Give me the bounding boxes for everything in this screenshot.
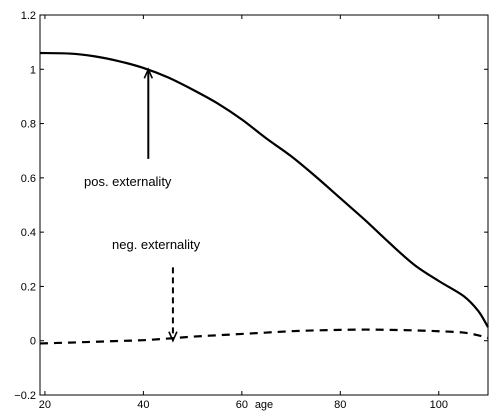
annotation-arrowhead-neg [168,331,178,343]
y-tick-label: 0.8 [21,119,36,131]
x-tick-label: 80 [334,399,346,411]
series-line-dashed [39,328,489,345]
x-tick-label: 40 [137,399,149,411]
y-tick-label: 1.2 [21,10,36,22]
x-tick-label: 100 [430,399,448,411]
plot-area [39,14,489,396]
annotations [143,67,178,343]
x-axis-title: age [255,399,273,411]
series-line-solid [39,51,489,328]
y-tick-label: 0.4 [21,227,36,239]
x-tick-label: 20 [39,399,51,411]
y-tick-label: 0 [30,336,36,348]
axis-ticks: 20 40 60 80 100 −0.2 0 0.2 0.4 0.6 0.8 1 1.2 [14,10,488,411]
y-tick-label: 0.2 [21,281,36,293]
y-tick-label: −0.2 [14,390,36,402]
annotation-label-neg: neg. externality [112,237,201,252]
annotation-label-pos: pos. externality [84,174,172,189]
series-group [39,51,489,345]
x-tick-label: 60 [236,399,248,411]
y-tick-label: 0.6 [21,173,36,185]
y-tick-label: 1 [30,64,36,76]
annotation-arrowhead-pos [143,67,154,79]
